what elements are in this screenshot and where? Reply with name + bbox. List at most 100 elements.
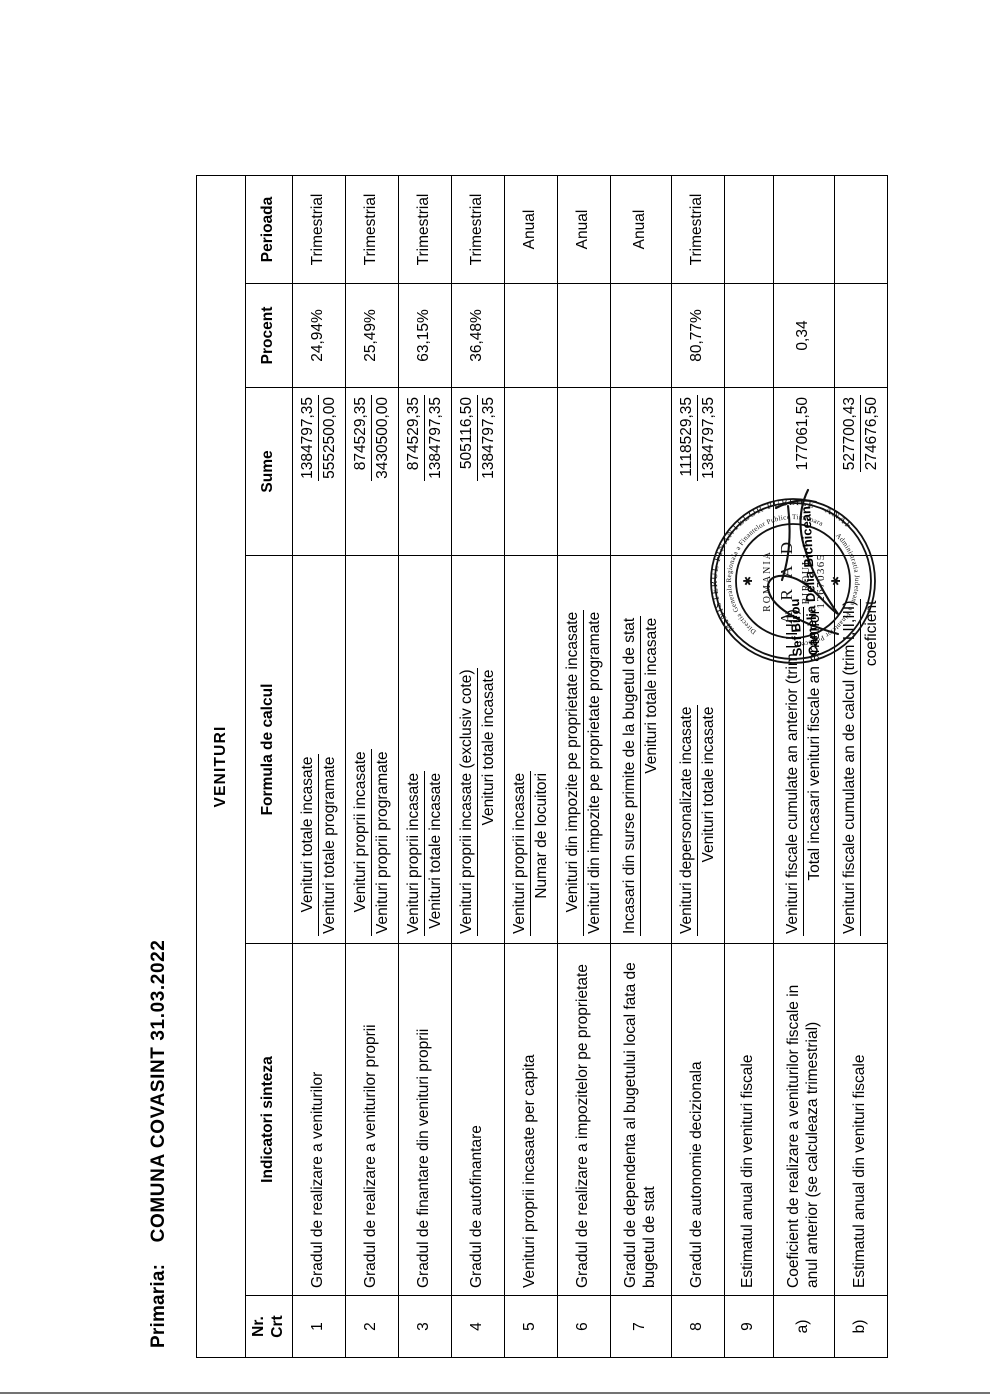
cell-empty — [504, 387, 558, 556]
table-row: 9 Estimatul anual din venituri fiscale — [724, 175, 774, 1358]
cell-perioada: Trimestrial — [451, 175, 505, 284]
fraction-numerator: Venituri fiscale cumulate an anterior (t… — [782, 607, 805, 936]
indicator-line-2: anul anterior (se calculeaza trimestrial… — [803, 1021, 821, 1288]
fraction: Venituri din impozite pe proprietate inc… — [562, 609, 605, 936]
cell-value: 177061,50 — [794, 397, 812, 471]
cell-nr-crt: 2 — [345, 1295, 399, 1358]
fraction-denominator: Venituri totale incasate — [480, 669, 498, 826]
indicator-line-2: bugetul de stat — [640, 1186, 658, 1288]
column-header-formula: Formula de calcul — [245, 555, 293, 944]
fraction: Venituri proprii incasate Venituri totale… — [403, 770, 446, 936]
fraction: Incasari din surse primite de la bugetul… — [619, 615, 662, 936]
table-row: 6 Gradul de realizare a impozitelor pe pr… — [557, 175, 611, 1358]
fraction: Venituri proprii incasate (exclusiv cote… — [456, 667, 499, 936]
fraction-denominator: 5552500,00 — [321, 397, 339, 479]
fraction-numerator: 874529,35 — [403, 395, 426, 481]
cell-indicator: Coeficient de realizare a veniturilor fi… — [773, 943, 835, 1296]
fraction-denominator: Venituri totale incasate — [643, 617, 661, 774]
table-row: 3 Gradul de finantare din venituri propri… — [398, 175, 452, 1358]
cell-procent: 25,49% — [345, 283, 399, 388]
fraction: Venituri proprii incasate Numar de locuit… — [509, 770, 552, 936]
fraction-numerator: Venituri proprii incasate — [350, 749, 373, 936]
cell-nr-crt: 5 — [504, 1295, 558, 1358]
cell-perioada: Trimestrial — [292, 175, 346, 284]
fraction-numerator: Venituri proprii incasate — [509, 770, 532, 936]
fraction-denominator: 1384797,35 — [427, 397, 445, 479]
fraction: 1384797,35 5552500,00 — [297, 395, 340, 481]
fraction: 874529,35 3430500,00 — [350, 395, 393, 481]
indicator-multiline: Gradul de dependenta al bugetului local … — [622, 951, 660, 1288]
table-title-row: VENITURI — [196, 175, 246, 1358]
fraction: 505116,50 1384797,35 — [456, 395, 499, 481]
cell-nr-crt: 1 — [292, 1295, 346, 1358]
fraction-denominator: Venituri totale incasate — [700, 706, 718, 863]
fraction-denominator: Venituri din impozite pe proprietate pro… — [586, 611, 604, 934]
cell-indicator: Gradul de realizare a veniturilor — [292, 943, 346, 1296]
fraction: 1118529,35 1384797,35 — [676, 395, 719, 481]
column-header-indicator: Indicatori sinteza — [245, 943, 293, 1296]
cell-perioada: Trimestrial — [671, 175, 725, 284]
fraction-denominator: 1384797,35 — [480, 397, 498, 479]
fraction: 527700,43 274676,50 — [839, 395, 882, 473]
cell-perioada: Trimestrial — [345, 175, 399, 284]
indicator-line-1: Gradul de dependenta al bugetului local … — [621, 962, 639, 1288]
table-header-row: Nr. Crt Indicatori sinteza Formula de ca… — [245, 175, 293, 1358]
cell-indicator: Gradul de realizare a veniturilor propri… — [345, 943, 399, 1296]
table-row: 2 Gradul de realizare a veniturilor propr… — [345, 175, 399, 1358]
fraction: Venituri proprii incasate Venituri propri… — [350, 749, 393, 936]
cell-procent: 36,48% — [451, 283, 505, 388]
fraction-numerator: Venituri depersonalizate incasate — [676, 704, 699, 936]
column-header-sume: Sume — [245, 387, 293, 556]
fraction: Venituri totale incasate Venituri totale … — [297, 754, 340, 936]
cell-perioada: Anual — [557, 175, 611, 284]
fraction-denominator: 274676,50 — [863, 397, 881, 471]
table-title: VENITURI — [196, 175, 246, 1358]
primaria-value: COMUNA COVASINT 31.03.2022 — [148, 939, 169, 1243]
cell-procent — [724, 283, 774, 388]
cell-perioada — [773, 175, 835, 284]
table-row: b) Estimatul anual din venituri fiscale Ve… — [834, 175, 888, 1358]
table-row: 1 Gradul de realizare a veniturilor Venitu… — [292, 175, 346, 1358]
cell-perioada: Trimestrial — [398, 175, 452, 284]
column-header-perioada: Perioada — [245, 175, 293, 284]
fraction-numerator: 874529,35 — [350, 395, 373, 481]
cell-nr-crt: 8 — [671, 1295, 725, 1358]
venituri-table-wrapper: VENITURI Nr. Crt Indicatori sinteza Form… — [196, 174, 888, 1358]
table-row: a) Coeficient de realizare a veniturilor … — [773, 175, 835, 1358]
cell-empty — [557, 387, 611, 556]
fraction-denominator: 3430500,00 — [374, 397, 392, 479]
cell-empty — [724, 387, 774, 556]
fraction-numerator: Venituri din impozite pe proprietate inc… — [562, 609, 585, 936]
fraction-numerator: Venituri proprii incasate — [403, 770, 426, 936]
document-header: Primaria: COMUNA COVASINT 31.03.2022 — [148, 940, 170, 1348]
cell-procent — [557, 283, 611, 388]
fraction: Venituri depersonalizate incasate Venitur… — [676, 704, 719, 936]
cell-procent — [834, 283, 888, 388]
cell-nr-crt: a) — [773, 1295, 835, 1358]
cell-nr-crt: 6 — [557, 1295, 611, 1358]
cell-perioada — [724, 175, 774, 284]
cell-empty — [610, 387, 672, 556]
fraction-denominator: Numar de locuitori — [533, 772, 551, 899]
cell-nr-crt: 7 — [610, 1295, 672, 1358]
fraction-numerator: 1384797,35 — [297, 395, 320, 481]
fraction-denominator: Venituri proprii programate — [374, 751, 392, 934]
fraction-numerator: Venituri fiscale cumulate an de calcul (… — [839, 598, 862, 936]
table-row: 4 Gradul de autofinantare Venituri proprii… — [451, 175, 505, 1358]
cell-procent: 24,94% — [292, 283, 346, 388]
fraction: Venituri fiscale cumulate an de calcul (… — [839, 598, 882, 936]
venituri-table: VENITURI Nr. Crt Indicatori sinteza Form… — [196, 174, 888, 1358]
cell-perioada: Anual — [610, 175, 672, 284]
cell-indicator: Gradul de autofinantare — [451, 943, 505, 1296]
fraction-denominator: coeficient — [863, 600, 881, 667]
fraction-numerator: Venituri totale incasate — [297, 754, 320, 936]
cell-indicator: Venituri proprii incasate per capita — [504, 943, 558, 1296]
fraction: 874529,35 1384797,35 — [403, 395, 446, 481]
cell-indicator: Gradul de realizare a impozitelor pe pro… — [557, 943, 611, 1296]
cell-indicator: Gradul de finantare din venituri proprii — [398, 943, 452, 1296]
cell-indicator: Gradul de autonomie decizionala — [671, 943, 725, 1296]
cell-indicator: Estimatul anual din venituri fiscale — [724, 943, 774, 1296]
column-header-nr: Nr. Crt — [245, 1295, 293, 1358]
